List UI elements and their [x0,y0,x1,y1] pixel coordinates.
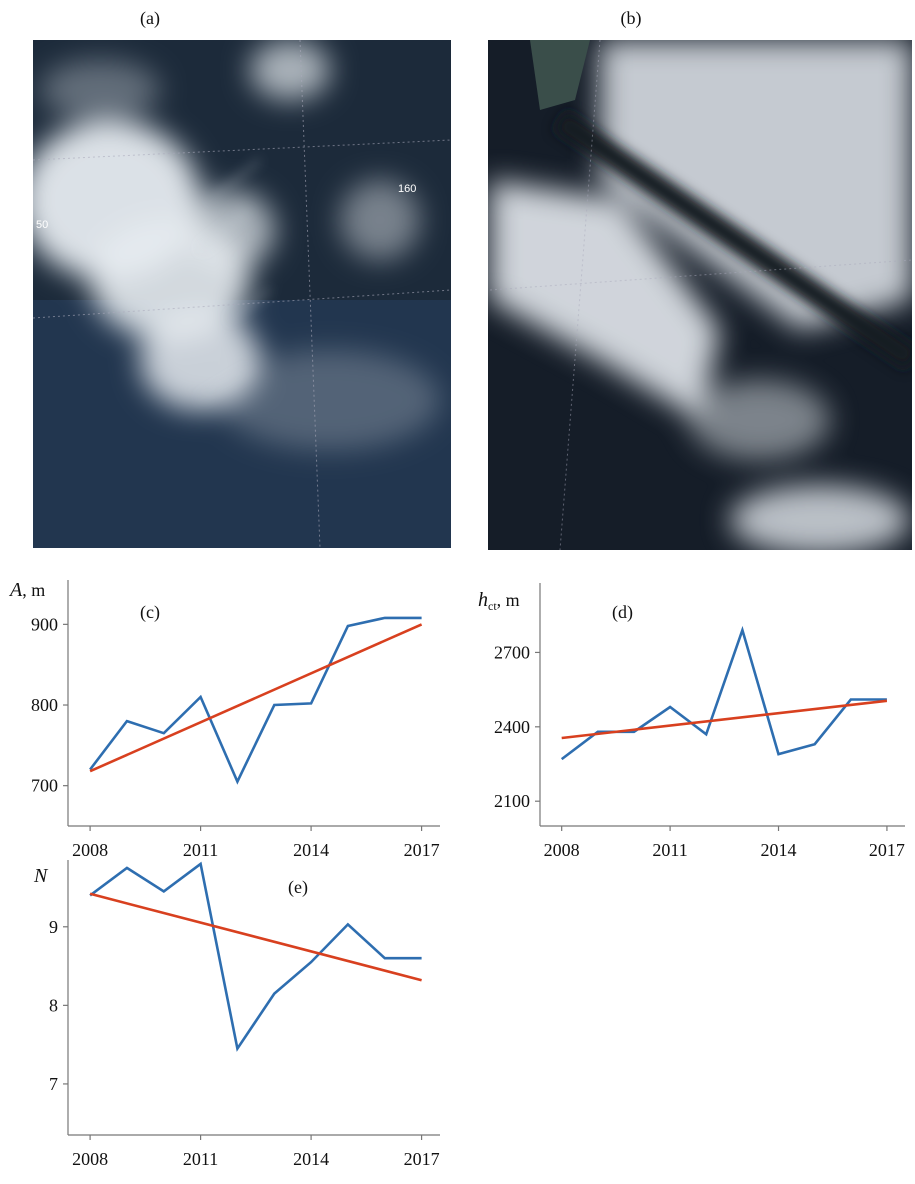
data-line [90,864,422,1049]
x-tick-label: 2011 [652,840,687,860]
data-line [90,618,422,782]
map-annotation: 50 [36,219,48,231]
y-tick-label: 7 [49,1074,58,1094]
y-label-symbol: N [33,865,49,887]
panel-label: (a) [140,8,160,29]
y-tick-label: 800 [31,695,58,715]
y-tick-label: 900 [31,614,58,634]
x-tick-label: 2008 [544,840,580,860]
data-line [562,701,887,738]
y-tick-label: 700 [31,776,58,796]
x-tick-label: 2014 [293,840,329,860]
y-tick-label: 8 [49,995,58,1015]
data-line [90,624,422,771]
y-axis-label: hct, m [478,589,520,613]
y-axis-label: N [33,865,49,887]
x-tick-label: 2014 [293,1149,329,1169]
x-tick-label: 2017 [869,840,905,860]
y-tick-label: 2100 [494,791,530,811]
y-label-unit: , m [497,590,520,610]
panel-label: (b) [621,8,642,29]
x-tick-label: 2008 [72,840,108,860]
y-label-symbol: A [8,579,23,601]
satellite-image: 50 160 [20,40,451,548]
x-tick-label: 2011 [183,1149,218,1169]
satellite-image [488,40,912,555]
y-label-symbol: h [478,589,488,611]
figure: (a) 50 160 (b) [0,0,915,1184]
y-tick-label: 9 [49,917,58,937]
panel-annotation: (e) [288,877,308,898]
y-label-unit: , m [22,580,45,600]
x-tick-label: 2017 [404,1149,440,1169]
x-tick-label: 2017 [404,840,440,860]
x-tick-label: 2008 [72,1149,108,1169]
y-axis-label: A, m [8,579,45,601]
data-line [90,894,422,980]
data-line [562,630,887,759]
x-tick-label: 2011 [183,840,218,860]
map-annotation: 160 [398,183,416,195]
panel-annotation: (c) [140,602,160,623]
panel-annotation: (d) [612,602,633,623]
y-tick-label: 2700 [494,642,530,662]
y-tick-label: 2400 [494,717,530,737]
x-tick-label: 2014 [761,840,797,860]
